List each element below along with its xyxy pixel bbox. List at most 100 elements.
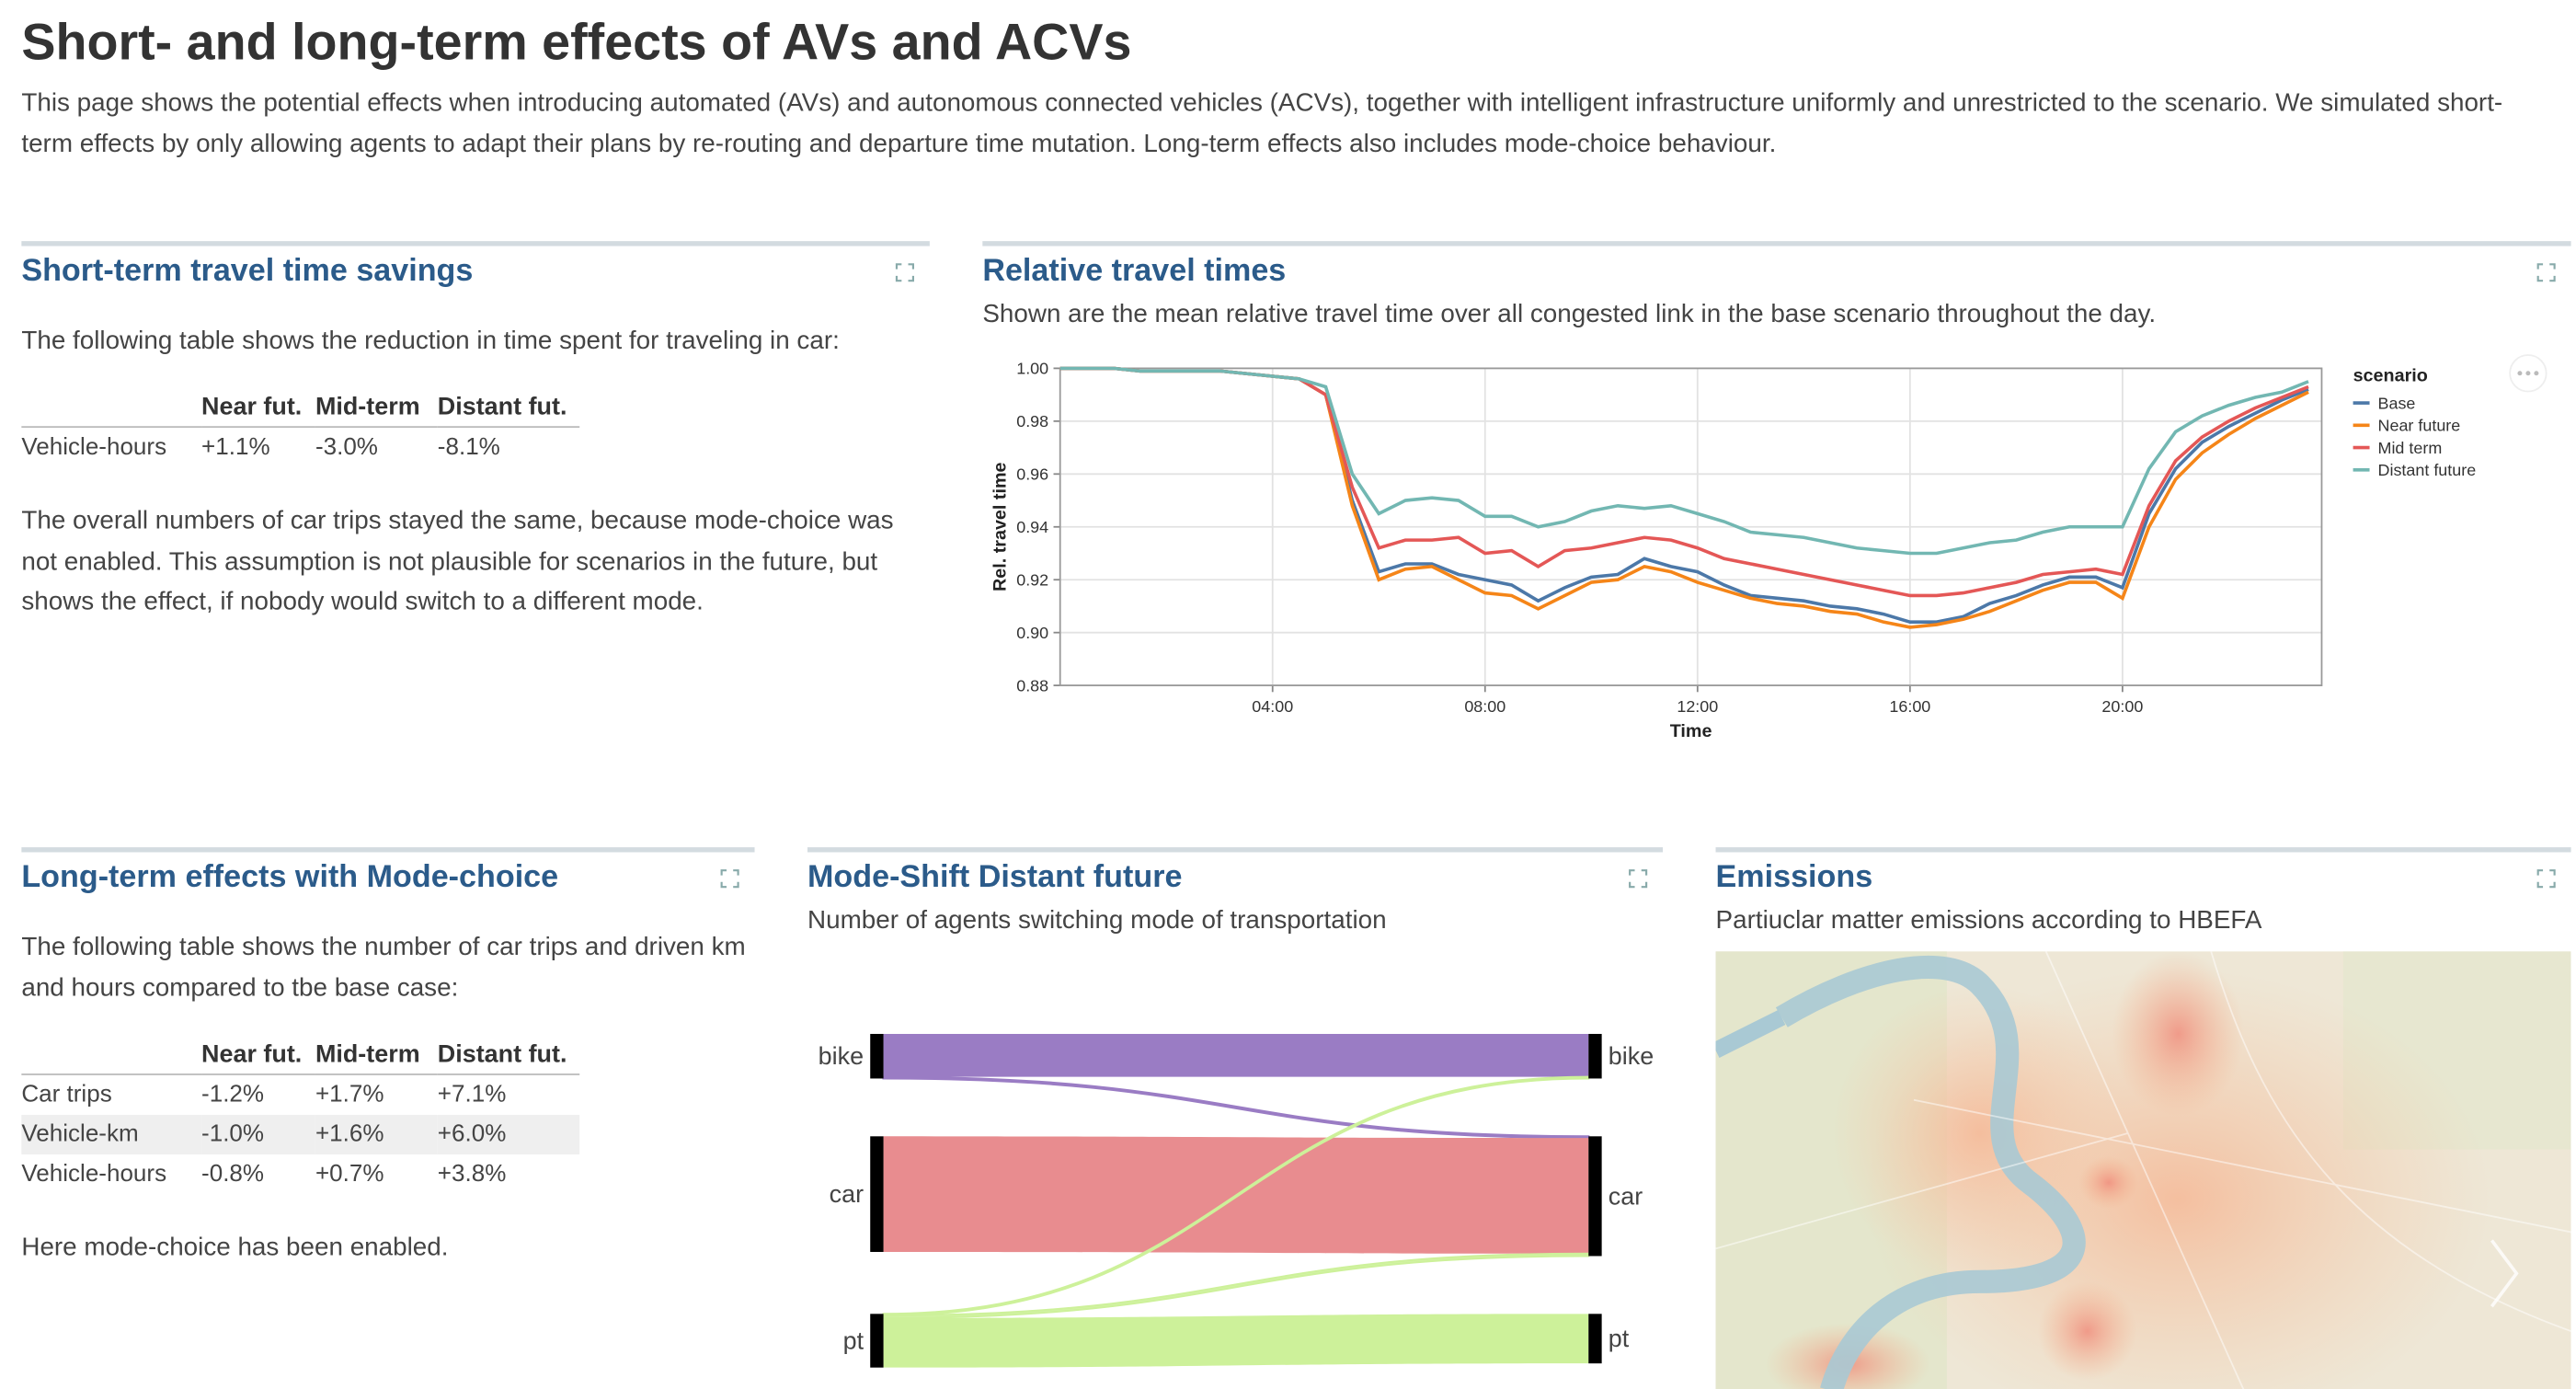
table-cell: +1.1%: [201, 434, 270, 461]
node-label: car: [830, 1180, 864, 1208]
table-cell: -8.1%: [437, 434, 500, 461]
legend-title: scenario: [2353, 366, 2428, 386]
panel-title: Emissions: [1715, 860, 1873, 896]
sankey-link: [883, 1033, 1589, 1077]
line-series: [1059, 366, 2309, 624]
page-title: Short- and long-term effects of AVs and …: [21, 13, 1132, 72]
column-header: Distant fut.: [437, 386, 580, 429]
table-header-row: Near fut. Mid-term Distant fut.: [21, 386, 580, 429]
expand-icon[interactable]: [2536, 868, 2557, 889]
table-cell: +7.1%: [437, 1082, 507, 1108]
panel-text: The overall numbers of car trips stayed …: [21, 507, 894, 616]
y-tick-label: 0.96: [1016, 465, 1048, 484]
panel-mode-shift: Mode-Shift Distant future Number of agen…: [807, 847, 1664, 1389]
y-tick-label: 0.88: [1016, 676, 1048, 694]
y-tick-label: 1.00: [1016, 360, 1048, 378]
row-label: Vehicle-hours: [21, 1161, 167, 1188]
y-tick-label: 0.92: [1016, 571, 1048, 590]
x-tick-label: 08:00: [1464, 697, 1506, 716]
legend-label: Mid term: [2378, 439, 2443, 457]
legend-label: Base: [2378, 394, 2416, 412]
column-header: Mid-term: [315, 386, 438, 429]
panel-relative: Relative travel times Shown are the mean…: [982, 241, 2571, 775]
column-header: Near fut.: [201, 386, 315, 429]
sankey-node: [1588, 1136, 1602, 1257]
column-header: Distant fut.: [437, 1033, 580, 1075]
sankey-node: [1588, 1314, 1602, 1364]
table-corner: [21, 1033, 202, 1075]
x-tick-label: 04:00: [1252, 697, 1293, 716]
y-tick-label: 0.90: [1016, 624, 1048, 642]
table-cell: -0.8%: [201, 1161, 265, 1188]
row-label: Vehicle-km: [21, 1121, 139, 1148]
panel-text: The following table shows the number of …: [21, 933, 746, 1002]
table-cell: -1.0%: [201, 1121, 265, 1148]
sankey-link: [883, 1314, 1589, 1368]
y-axis-label: Rel. travel time: [990, 462, 1010, 591]
panel-text: Here mode-choice has been enabled.: [21, 1234, 449, 1262]
table-cell: +6.0%: [437, 1121, 507, 1148]
expand-icon[interactable]: [895, 262, 915, 282]
x-tick-label: 16:00: [1889, 697, 1930, 716]
column-header: Near fut.: [201, 1033, 315, 1075]
panel-title: Mode-Shift Distant future: [807, 860, 1183, 896]
node-label: bike: [1609, 1042, 1654, 1070]
sankey-link: [882, 1252, 1590, 1319]
emissions-map[interactable]: [1715, 951, 2571, 1389]
node-label: pt: [843, 1326, 864, 1354]
panel-title: Short-term travel time savings: [21, 254, 474, 290]
table-header-row: Near fut. Mid-term Distant fut.: [21, 1033, 580, 1075]
table-cell: +1.6%: [315, 1121, 384, 1148]
table-cell: +1.7%: [315, 1082, 384, 1108]
table: Near fut. Mid-term Distant fut. Car trips -1…: [21, 1033, 580, 1194]
table: Near fut. Mid-term Distant fut. Vehicle-hou…: [21, 386, 580, 467]
node-label: car: [1609, 1182, 1643, 1210]
line-chart: 0.88 0.90 0.92 0.94 0.96 0.98 1.00 04:00 08:00 12…: [990, 354, 2547, 741]
table-row: Vehicle-km -1.0% +1.6% +6.0%: [21, 1114, 580, 1155]
sankey-node: [870, 1136, 884, 1252]
menu-button[interactable]: [2509, 354, 2547, 393]
y-tick-label: 0.98: [1016, 412, 1048, 430]
expand-icon[interactable]: [2536, 262, 2557, 282]
x-axis-label: Time: [1670, 721, 1712, 741]
page-description: This page shows the potential effects wh…: [21, 88, 2503, 159]
legend-label: Distant future: [2378, 461, 2477, 479]
sankey-chart: bike bike car car pt pt: [819, 1033, 1654, 1368]
x-tick-label: 20:00: [2101, 697, 2143, 716]
sankey-node: [870, 1314, 884, 1368]
legend-label: Near future: [2378, 417, 2461, 435]
table-cell: +3.8%: [437, 1161, 507, 1188]
y-tick-label: 0.94: [1016, 518, 1048, 536]
sankey-link: [882, 1075, 1590, 1317]
x-tick-label: 12:00: [1677, 697, 1718, 716]
table-row: Vehicle-hours -0.8% +0.7% +3.8%: [21, 1154, 579, 1194]
table-cell: +0.7%: [315, 1161, 384, 1188]
table-cell: -3.0%: [315, 434, 378, 461]
panel-title: Long-term effects with Mode-choice: [21, 860, 559, 896]
sankey-node: [1588, 1033, 1602, 1079]
line-series: [1059, 366, 2309, 556]
panel-long-term: Long-term effects with Mode-choice The f…: [21, 847, 755, 1348]
expand-icon[interactable]: [1628, 868, 1648, 889]
table-corner: [21, 386, 202, 429]
table-row: Vehicle-hours +1.1% -3.0% -8.1%: [21, 427, 579, 467]
row-label: Vehicle-hours: [21, 434, 167, 461]
panel-short-term: Short-term travel time savings The follo…: [21, 241, 930, 741]
plot-frame: [1059, 367, 2323, 687]
line-series: [1059, 366, 2309, 598]
node-label: pt: [1609, 1325, 1630, 1352]
panel-title: Relative travel times: [982, 254, 1287, 290]
column-header: Mid-term: [315, 1033, 438, 1075]
panel-text: The following table shows the reduction …: [21, 327, 840, 356]
table-cell: -1.2%: [201, 1082, 265, 1108]
table-row: Car trips -1.2% +1.7% +7.1%: [21, 1074, 579, 1115]
panel-subtitle: Shown are the mean relative travel time …: [982, 300, 2157, 329]
panel-subtitle: Partiuclar matter emissions according to…: [1715, 906, 2262, 936]
row-label: Car trips: [21, 1082, 112, 1108]
expand-icon[interactable]: [720, 868, 740, 889]
panel-subtitle: Number of agents switching mode of trans…: [807, 906, 1387, 936]
node-label: bike: [819, 1042, 864, 1070]
panel-emissions: Emissions Partiuclar matter emissions ac…: [1715, 847, 2571, 1389]
